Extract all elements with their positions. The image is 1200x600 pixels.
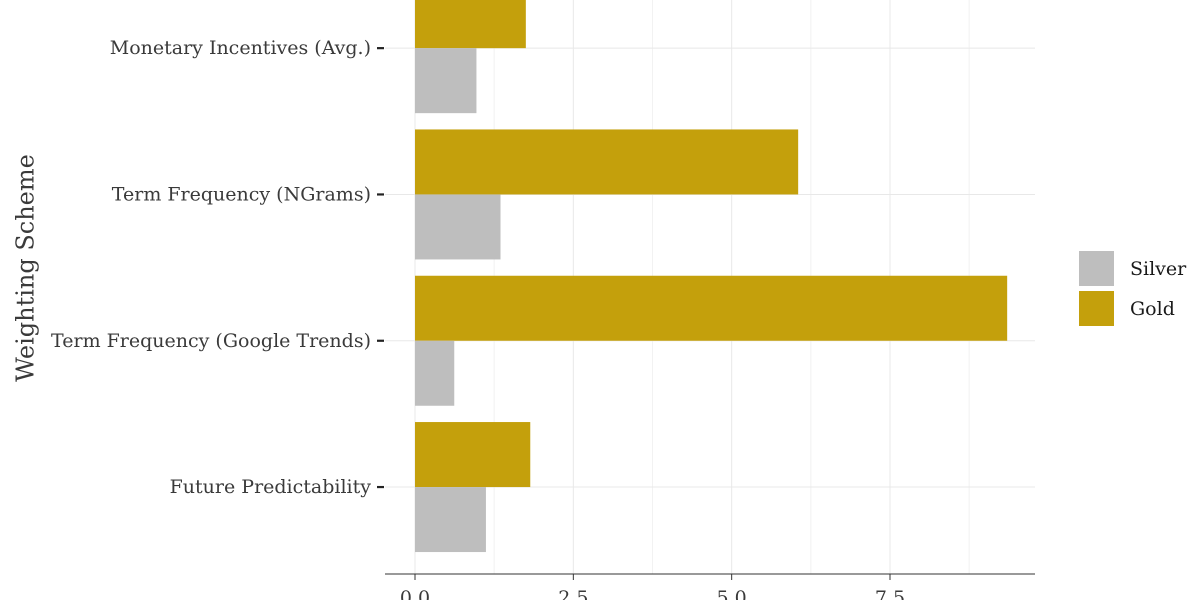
bar-gold: [415, 422, 531, 488]
bar-gold: [415, 0, 526, 49]
y-tick-label: Future Predictability: [170, 476, 372, 498]
x-tick-label: 0.0: [400, 587, 430, 600]
y-axis-title: Weighting Scheme: [12, 154, 40, 382]
bar-silver: [415, 340, 455, 406]
x-tick-label: 2.5: [558, 587, 588, 600]
bar-gold: [415, 275, 1008, 341]
y-axis: Monetary Incentives (Avg.) Term Frequency…: [51, 37, 384, 498]
bars: [415, 0, 1008, 553]
legend-swatch-silver: [1079, 251, 1114, 286]
bar-gold: [415, 129, 799, 195]
legend-swatch-gold: [1079, 291, 1114, 326]
x-tick-label: 5.0: [717, 587, 747, 600]
x-axis: 0.0 2.5 5.0 7.5: [385, 573, 1035, 600]
x-tick-label: 7.5: [875, 587, 905, 600]
bar-silver: [415, 194, 501, 260]
y-tick-label: Term Frequency (NGrams): [112, 183, 371, 205]
legend-label-gold: Gold: [1130, 298, 1175, 320]
y-tick-label: Term Frequency (Google Trends): [51, 330, 371, 352]
legend-label-silver: Silver: [1130, 258, 1187, 280]
legend: Silver Gold: [1079, 251, 1187, 326]
y-tick-label: Monetary Incentives (Avg.): [110, 37, 371, 59]
bar-silver: [415, 48, 477, 114]
bar-silver: [415, 487, 486, 553]
